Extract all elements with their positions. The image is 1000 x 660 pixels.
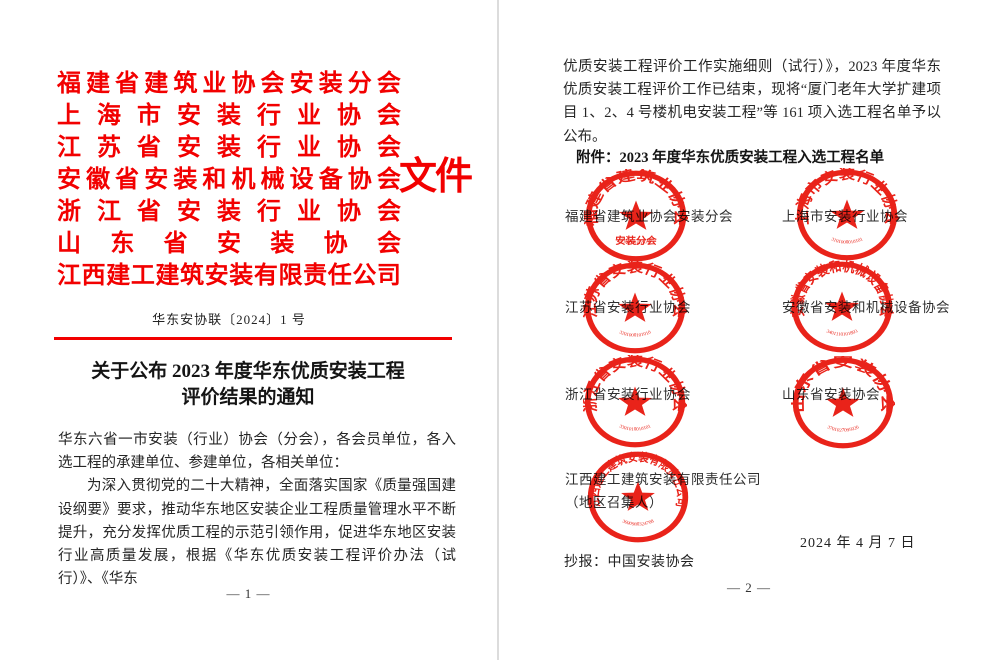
seal-star: [826, 387, 860, 417]
header-org-line: 上海市安装行业协会: [57, 103, 401, 129]
signatory-name: 福建省建筑业协会安装分会: [565, 209, 733, 224]
body-block-page1: 华东六省一市安装（行业）协会（分会），各会员单位，各入选工程的承建单位、参建单位…: [58, 429, 456, 591]
cc-line: 抄报：中国安装协会: [564, 555, 695, 570]
page-2: 优质安装工程评价工作实施细则（试行）》，2023 年度华东优质安装工程评价工作已…: [498, 0, 1000, 660]
body-paragraph: 为深入贯彻党的二十大精神，全面落实国家《质量强国建设纲要》要求，推动华东地区安装…: [58, 478, 456, 588]
header-org-line: 福建省建筑业协会安装分会: [57, 71, 401, 97]
header-org-line: 浙江省安装行业协会: [57, 199, 401, 225]
svg-text:3600980324708: 3600980324708: [621, 519, 656, 527]
svg-text:安装分会: 安装分会: [615, 235, 657, 247]
header-org-line: 安徽省安装和机械设备协会: [57, 167, 401, 193]
salutation: 华东六省一市安装（行业）协会（分会），各会员单位，各入选工程的承建单位、参建单位…: [58, 432, 456, 472]
svg-text:3401110101803: 3401110101803: [825, 329, 859, 337]
attachment-line: 附件：2023 年度华东优质安装工程入选工程名单: [576, 150, 885, 166]
seal-star: [830, 199, 864, 229]
signatory-name: 安徽省安装和机械设备协会: [782, 300, 950, 315]
header-org-line: 山东省安装协会: [57, 231, 401, 257]
svg-text:3301010010101: 3301010010101: [618, 424, 653, 432]
doc-title-line1: 关于公布 2023 年度华东优质安装工程: [91, 361, 405, 382]
red-divider-rule: [54, 337, 452, 340]
signature-seal-area: 福建省建筑业协会安装分会 福建省建筑业协会 安装分会 3501111001010 上海市…: [498, 0, 1000, 660]
letterhead-suffix-wenjian: 文件: [399, 156, 473, 198]
page-2-number: — 2 —: [727, 580, 771, 595]
svg-text:3201000101010: 3201000101010: [618, 330, 653, 338]
svg-text:3101000010101: 3101000010101: [830, 237, 865, 245]
page-1: 福建省建筑业协会安装分会上海市安装行业协会江苏省安装行业协会安徽省安装和机械设备…: [0, 0, 497, 660]
body-paragraph-continued: 优质安装工程评价工作实施细则（试行）》，2023 年度华东优质安装工程评价工作已…: [563, 59, 941, 145]
seal-star: [619, 200, 653, 230]
seal-star: [621, 481, 655, 511]
header-org-line: 江西建工建筑安装有限责任公司: [57, 263, 401, 289]
page-divider-line: [497, 0, 499, 660]
seal-star: [618, 386, 652, 416]
seal-star: [618, 292, 652, 322]
signatory-name: 山东省安装协会: [782, 387, 880, 402]
header-org-line: 江苏省安装行业协会: [57, 135, 401, 161]
red-header-lines: 福建省建筑业协会安装分会上海市安装行业协会江苏省安装行业协会安徽省安装和机械设备…: [57, 68, 401, 292]
signatory-name: 浙江省安装行业协会: [565, 387, 691, 402]
doc-number: 华东安协联〔2024〕1 号: [152, 312, 306, 327]
signatory-name: 江西建工建筑安装有限责任公司: [565, 472, 761, 487]
issue-date: 2024 年 4 月 7 日: [800, 536, 916, 551]
seal-star: [825, 291, 859, 321]
doc-title: 关于公布 2023 年度华东优质安装工程 评价结果的通知: [28, 359, 468, 411]
svg-text:3701027095026: 3701027095026: [826, 425, 861, 433]
doc-title-line2: 评价结果的通知: [181, 387, 315, 408]
svg-text:3501111001010: 3501111001010: [619, 238, 653, 246]
page-1-number: — 1 —: [226, 586, 271, 601]
